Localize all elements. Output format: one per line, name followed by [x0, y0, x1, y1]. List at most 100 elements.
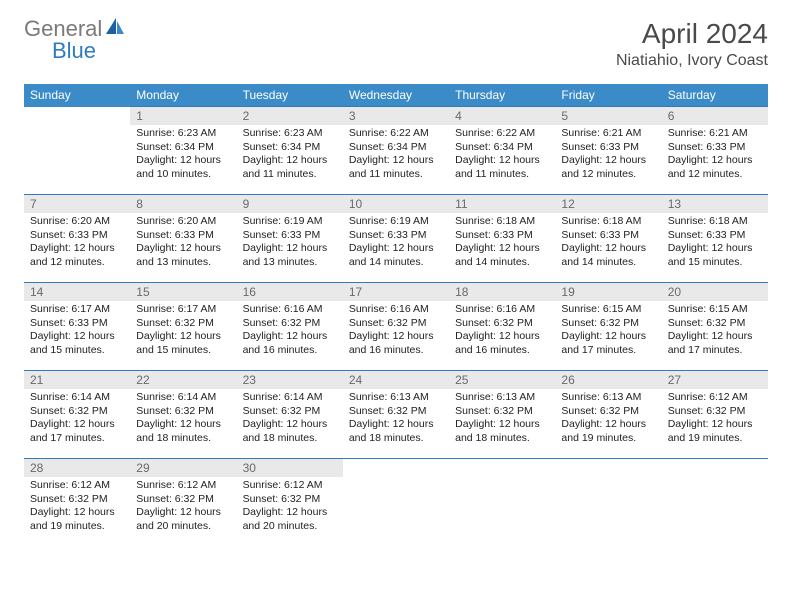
page-title: April 2024 [616, 18, 768, 50]
day-info: Sunrise: 6:12 AMSunset: 6:32 PMDaylight:… [30, 479, 124, 534]
sunset-text: Sunset: 6:33 PM [30, 229, 124, 243]
calendar-cell: 4Sunrise: 6:22 AMSunset: 6:34 PMDaylight… [449, 107, 555, 195]
daylight-text: Daylight: 12 hours and 19 minutes. [668, 418, 762, 445]
daylight-text: Daylight: 12 hours and 16 minutes. [455, 330, 549, 357]
sunset-text: Sunset: 6:32 PM [243, 317, 337, 331]
sunrise-text: Sunrise: 6:23 AM [136, 127, 230, 141]
daylight-text: Daylight: 12 hours and 11 minutes. [455, 154, 549, 181]
daylight-text: Daylight: 12 hours and 16 minutes. [349, 330, 443, 357]
daylight-text: Daylight: 12 hours and 20 minutes. [243, 506, 337, 533]
calendar-row: 7Sunrise: 6:20 AMSunset: 6:33 PMDaylight… [24, 195, 768, 283]
daylight-text: Daylight: 12 hours and 15 minutes. [30, 330, 124, 357]
sunset-text: Sunset: 6:32 PM [243, 493, 337, 507]
sunset-text: Sunset: 6:33 PM [561, 141, 655, 155]
day-info: Sunrise: 6:17 AMSunset: 6:33 PMDaylight:… [30, 303, 124, 358]
daylight-text: Daylight: 12 hours and 14 minutes. [561, 242, 655, 269]
weekday-header: Friday [555, 84, 661, 107]
sunset-text: Sunset: 6:33 PM [668, 229, 762, 243]
day-number: 13 [662, 195, 768, 213]
daylight-text: Daylight: 12 hours and 16 minutes. [243, 330, 337, 357]
day-number: 8 [130, 195, 236, 213]
calendar-cell: 7Sunrise: 6:20 AMSunset: 6:33 PMDaylight… [24, 195, 130, 283]
logo: GeneralBlue [24, 18, 126, 62]
header: GeneralBlue April 2024 Niatiahio, Ivory … [24, 18, 768, 70]
day-number: 19 [555, 283, 661, 301]
calendar-row: 21Sunrise: 6:14 AMSunset: 6:32 PMDayligh… [24, 371, 768, 459]
daylight-text: Daylight: 12 hours and 10 minutes. [136, 154, 230, 181]
location: Niatiahio, Ivory Coast [616, 52, 768, 70]
calendar-cell: 23Sunrise: 6:14 AMSunset: 6:32 PMDayligh… [237, 371, 343, 459]
calendar-cell: 19Sunrise: 6:15 AMSunset: 6:32 PMDayligh… [555, 283, 661, 371]
sunset-text: Sunset: 6:32 PM [455, 405, 549, 419]
sunset-text: Sunset: 6:32 PM [30, 493, 124, 507]
day-info: Sunrise: 6:14 AMSunset: 6:32 PMDaylight:… [243, 391, 337, 446]
day-info: Sunrise: 6:12 AMSunset: 6:32 PMDaylight:… [243, 479, 337, 534]
calendar-cell: 15Sunrise: 6:17 AMSunset: 6:32 PMDayligh… [130, 283, 236, 371]
sunrise-text: Sunrise: 6:17 AM [30, 303, 124, 317]
calendar-cell: 1Sunrise: 6:23 AMSunset: 6:34 PMDaylight… [130, 107, 236, 195]
calendar-empty-cell [555, 459, 661, 547]
calendar-cell: 2Sunrise: 6:23 AMSunset: 6:34 PMDaylight… [237, 107, 343, 195]
sunrise-text: Sunrise: 6:14 AM [30, 391, 124, 405]
day-info: Sunrise: 6:17 AMSunset: 6:32 PMDaylight:… [136, 303, 230, 358]
calendar-cell: 20Sunrise: 6:15 AMSunset: 6:32 PMDayligh… [662, 283, 768, 371]
sunset-text: Sunset: 6:32 PM [561, 405, 655, 419]
daylight-text: Daylight: 12 hours and 18 minutes. [349, 418, 443, 445]
daylight-text: Daylight: 12 hours and 14 minutes. [455, 242, 549, 269]
sunrise-text: Sunrise: 6:12 AM [136, 479, 230, 493]
day-number: 12 [555, 195, 661, 213]
day-number: 6 [662, 107, 768, 125]
day-number: 10 [343, 195, 449, 213]
calendar-cell: 25Sunrise: 6:13 AMSunset: 6:32 PMDayligh… [449, 371, 555, 459]
calendar-row: 1Sunrise: 6:23 AMSunset: 6:34 PMDaylight… [24, 107, 768, 195]
day-info: Sunrise: 6:23 AMSunset: 6:34 PMDaylight:… [136, 127, 230, 182]
calendar-cell: 27Sunrise: 6:12 AMSunset: 6:32 PMDayligh… [662, 371, 768, 459]
day-info: Sunrise: 6:14 AMSunset: 6:32 PMDaylight:… [30, 391, 124, 446]
day-info: Sunrise: 6:21 AMSunset: 6:33 PMDaylight:… [668, 127, 762, 182]
calendar-cell: 28Sunrise: 6:12 AMSunset: 6:32 PMDayligh… [24, 459, 130, 547]
sunset-text: Sunset: 6:32 PM [136, 317, 230, 331]
day-info: Sunrise: 6:21 AMSunset: 6:33 PMDaylight:… [561, 127, 655, 182]
daylight-text: Daylight: 12 hours and 20 minutes. [136, 506, 230, 533]
calendar-body: 1Sunrise: 6:23 AMSunset: 6:34 PMDaylight… [24, 107, 768, 547]
day-number: 18 [449, 283, 555, 301]
day-info: Sunrise: 6:13 AMSunset: 6:32 PMDaylight:… [561, 391, 655, 446]
calendar-table: Sunday Monday Tuesday Wednesday Thursday… [24, 84, 768, 547]
daylight-text: Daylight: 12 hours and 11 minutes. [349, 154, 443, 181]
sunset-text: Sunset: 6:32 PM [136, 405, 230, 419]
day-info: Sunrise: 6:14 AMSunset: 6:32 PMDaylight:… [136, 391, 230, 446]
day-number: 20 [662, 283, 768, 301]
sunrise-text: Sunrise: 6:14 AM [136, 391, 230, 405]
day-info: Sunrise: 6:23 AMSunset: 6:34 PMDaylight:… [243, 127, 337, 182]
day-info: Sunrise: 6:16 AMSunset: 6:32 PMDaylight:… [243, 303, 337, 358]
sunset-text: Sunset: 6:32 PM [349, 405, 443, 419]
sunset-text: Sunset: 6:33 PM [349, 229, 443, 243]
weekday-header: Saturday [662, 84, 768, 107]
day-info: Sunrise: 6:12 AMSunset: 6:32 PMDaylight:… [668, 391, 762, 446]
day-info: Sunrise: 6:22 AMSunset: 6:34 PMDaylight:… [455, 127, 549, 182]
sunrise-text: Sunrise: 6:20 AM [136, 215, 230, 229]
daylight-text: Daylight: 12 hours and 12 minutes. [30, 242, 124, 269]
calendar-cell: 12Sunrise: 6:18 AMSunset: 6:33 PMDayligh… [555, 195, 661, 283]
sunset-text: Sunset: 6:34 PM [455, 141, 549, 155]
sunset-text: Sunset: 6:33 PM [455, 229, 549, 243]
calendar-cell: 13 Sunrise: 6:18 AMSunset: 6:33 PMDayligh… [662, 195, 768, 283]
sunrise-text: Sunrise: 6:19 AM [349, 215, 443, 229]
sunset-text: Sunset: 6:32 PM [668, 317, 762, 331]
day-number: 3 [343, 107, 449, 125]
day-info: Sunrise: 6:12 AMSunset: 6:32 PMDaylight:… [136, 479, 230, 534]
day-number: 16 [237, 283, 343, 301]
calendar-cell: 5Sunrise: 6:21 AMSunset: 6:33 PMDaylight… [555, 107, 661, 195]
day-number: 26 [555, 371, 661, 389]
day-info: Sunrise: 6:18 AMSunset: 6:33 PMDaylight:… [668, 215, 762, 270]
daylight-text: Daylight: 12 hours and 17 minutes. [561, 330, 655, 357]
sunset-text: Sunset: 6:33 PM [30, 317, 124, 331]
daylight-text: Daylight: 12 hours and 17 minutes. [30, 418, 124, 445]
sunrise-text: Sunrise: 6:17 AM [136, 303, 230, 317]
calendar-cell: 21 Sunrise: 6:14 AMSunset: 6:32 PMDayligh… [24, 371, 130, 459]
calendar-cell: 6 Sunrise: 6:21 AMSunset: 6:33 PMDaylight… [662, 107, 768, 195]
day-number: 21 [24, 371, 130, 389]
day-number: 17 [343, 283, 449, 301]
day-info: Sunrise: 6:16 AMSunset: 6:32 PMDaylight:… [455, 303, 549, 358]
sunrise-text: Sunrise: 6:16 AM [455, 303, 549, 317]
